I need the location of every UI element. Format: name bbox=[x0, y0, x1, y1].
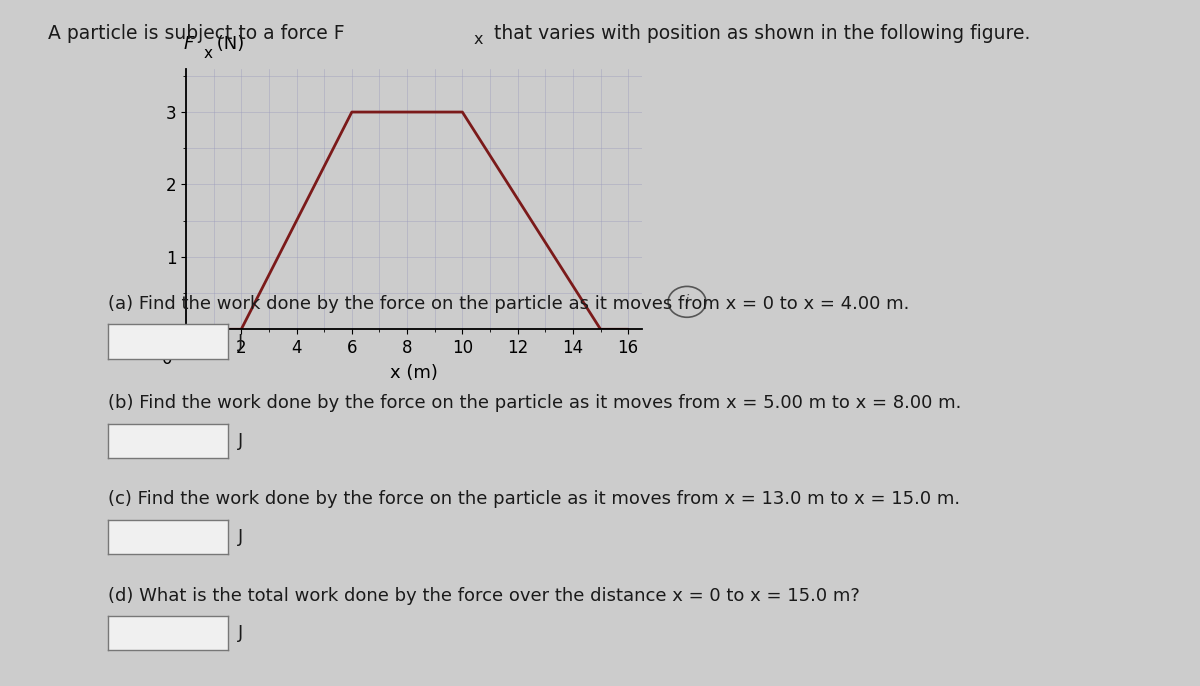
Text: (N): (N) bbox=[211, 35, 245, 53]
Text: i: i bbox=[685, 294, 689, 309]
Text: (c) Find the work done by the force on the particle as it moves from x = 13.0 m : (c) Find the work done by the force on t… bbox=[108, 490, 960, 508]
X-axis label: x (m): x (m) bbox=[390, 364, 438, 382]
Text: J: J bbox=[238, 432, 242, 450]
Text: x: x bbox=[203, 46, 212, 61]
Text: (a) Find the work done by the force on the particle as it moves from x = 0 to x : (a) Find the work done by the force on t… bbox=[108, 295, 910, 313]
Text: A particle is subject to a force F: A particle is subject to a force F bbox=[48, 24, 344, 43]
Text: F: F bbox=[184, 35, 194, 53]
Text: (b) Find the work done by the force on the particle as it moves from x = 5.00 m : (b) Find the work done by the force on t… bbox=[108, 394, 961, 412]
Text: J: J bbox=[238, 333, 242, 351]
Text: x: x bbox=[474, 32, 484, 47]
Text: J: J bbox=[238, 528, 242, 546]
Text: 0: 0 bbox=[162, 350, 173, 368]
Text: J: J bbox=[238, 624, 242, 642]
Text: that varies with position as shown in the following figure.: that varies with position as shown in th… bbox=[488, 24, 1031, 43]
Text: (d) What is the total work done by the force over the distance x = 0 to x = 15.0: (d) What is the total work done by the f… bbox=[108, 587, 860, 604]
